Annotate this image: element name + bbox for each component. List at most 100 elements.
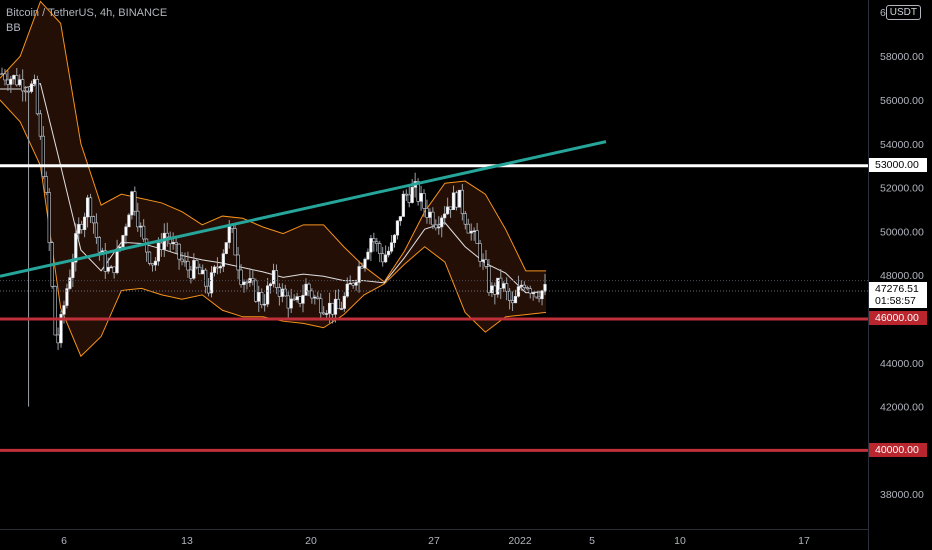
candle-body <box>448 206 453 210</box>
candle-body <box>304 283 308 296</box>
candle-body <box>354 282 358 286</box>
candle-body <box>71 261 75 278</box>
candle-body <box>153 260 158 266</box>
candle-body <box>62 305 66 315</box>
symbol-label[interactable]: Bitcoin / TetherUS, 4h, BINANCE <box>6 7 168 19</box>
candle-body <box>227 224 231 243</box>
candle-body <box>142 225 146 240</box>
candle-body <box>41 135 45 177</box>
candle-body <box>165 232 169 238</box>
candle-body <box>186 261 190 271</box>
candle-body <box>401 193 405 217</box>
candle-body <box>174 242 178 245</box>
candle-body <box>404 193 408 196</box>
candle-body <box>265 285 270 305</box>
time-axis-tick-label: 13 <box>181 535 193 547</box>
price-axis-tick-label: 50000.00 <box>880 226 924 238</box>
price-axis[interactable]: 58000.00 56000.00 54000.00 52000.00 50000.00… <box>880 7 924 501</box>
chart-legend: Bitcoin / TetherUS, 4h, BINANCE BB <box>6 6 167 36</box>
candle-body <box>310 290 314 299</box>
candle-body <box>487 266 491 293</box>
candle-body <box>322 312 326 315</box>
currency-badge[interactable]: USDT <box>885 5 921 20</box>
candle-body <box>313 296 317 299</box>
candle-body <box>507 290 512 301</box>
price-axis-tick-label: 38000.00 <box>880 489 924 501</box>
candle-body <box>375 241 379 244</box>
price-axis-tick-label: 48000.00 <box>880 270 924 282</box>
candle-body <box>286 295 290 309</box>
candle-body <box>183 260 187 263</box>
candle-body <box>280 288 284 297</box>
time-axis-tick-label: 17 <box>798 535 810 547</box>
candle-body <box>316 296 320 299</box>
candle-body <box>505 283 509 292</box>
candle-body <box>454 192 459 208</box>
time-axis-tick-label: 20 <box>305 535 317 547</box>
candle-body <box>519 284 523 287</box>
candle-body <box>206 285 211 294</box>
candle-body <box>336 298 341 310</box>
candle-body <box>15 75 19 86</box>
candle-body <box>47 192 51 244</box>
candle-body <box>330 302 335 315</box>
candle-body <box>372 238 376 243</box>
candle-body <box>298 296 302 304</box>
candle-body <box>475 230 479 244</box>
candle-body <box>59 314 63 344</box>
candle-body <box>29 83 34 92</box>
candle-body <box>325 313 329 315</box>
candle-body <box>215 266 220 269</box>
time-axis-tick-label: 27 <box>428 535 440 547</box>
candle-body <box>392 234 397 243</box>
support-price-tag: 46000.00 <box>869 311 927 325</box>
candle-body <box>307 283 311 292</box>
candle-body <box>451 192 456 210</box>
candle-body <box>525 287 529 290</box>
candle-body <box>345 283 349 297</box>
candle-body <box>419 193 423 202</box>
candle-body <box>209 272 214 294</box>
candle-body <box>136 210 140 228</box>
candle-body <box>484 259 488 267</box>
candle-body <box>425 208 429 218</box>
candle-body <box>88 197 93 217</box>
candle-body <box>74 233 78 263</box>
candle-body <box>91 216 96 224</box>
candle-body <box>295 296 299 301</box>
candle-body <box>543 284 547 292</box>
time-axis-tick-label: 10 <box>674 535 686 547</box>
price-axis-tick-label: 44000.00 <box>880 358 924 370</box>
candle-body <box>35 79 40 115</box>
candle-body <box>348 282 352 285</box>
candle-body <box>44 176 48 193</box>
candle-body <box>198 266 202 275</box>
candle-body <box>127 214 131 228</box>
candle-body <box>274 270 279 288</box>
candle-body <box>410 187 414 203</box>
indicator-label[interactable]: BB <box>6 22 21 34</box>
candle-body <box>204 269 208 287</box>
candle-body <box>212 266 217 273</box>
candle-body <box>428 211 432 218</box>
candle-body <box>177 243 181 260</box>
candle-body <box>378 243 382 254</box>
candle-body <box>3 73 7 81</box>
candle-body <box>363 258 367 269</box>
price-axis-tick-label: 6 <box>880 7 886 19</box>
lower-level-price-tag: 40000.00 <box>869 443 927 457</box>
candle-body <box>65 288 69 306</box>
candle-body <box>434 224 438 229</box>
candle-body <box>499 277 503 289</box>
candle-body <box>0 73 4 76</box>
candle-body <box>333 298 338 315</box>
time-axis-tick-label: 6 <box>61 535 67 547</box>
current-price: 47276.51 <box>875 283 919 295</box>
candle-body <box>493 285 497 295</box>
time-axis[interactable]: 6 13 20 27 2022 5 10 17 <box>61 535 810 547</box>
candle-body <box>124 226 128 236</box>
candle-body <box>351 282 355 286</box>
candle-body <box>478 243 482 262</box>
candle-body <box>195 260 199 268</box>
